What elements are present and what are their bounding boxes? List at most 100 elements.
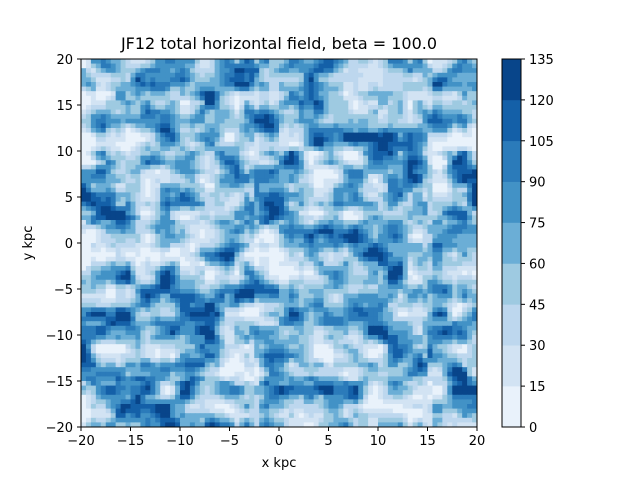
contour-cell <box>175 325 181 331</box>
contour-cell <box>189 146 196 152</box>
contour-cell <box>90 210 97 216</box>
contour-cell <box>343 252 349 258</box>
contour-cell <box>328 86 335 92</box>
contour-cell <box>298 123 305 129</box>
contour-cell <box>81 137 87 143</box>
contour-cell <box>115 114 122 120</box>
contour-cell <box>298 95 305 101</box>
contour-cell <box>392 312 399 318</box>
contour-cell <box>175 137 181 143</box>
contour-cell <box>90 252 97 258</box>
contour-cell <box>457 132 463 138</box>
contour-cell <box>204 164 211 170</box>
contour-cell <box>234 118 240 124</box>
contour-cell <box>348 72 354 78</box>
contour-cell <box>437 247 443 253</box>
contour-cell <box>363 160 369 166</box>
contour-cell <box>457 72 463 78</box>
contour-cell <box>209 151 216 157</box>
contour-cell <box>140 160 146 166</box>
contour-cell <box>397 155 404 161</box>
contour-cell <box>81 192 87 198</box>
contour-cell <box>175 330 181 336</box>
contour-cell <box>219 289 226 295</box>
contour-cell <box>224 201 231 207</box>
contour-cell <box>318 118 325 124</box>
contour-cell <box>155 59 161 65</box>
contour-cell <box>382 330 389 336</box>
contour-cell <box>249 266 255 272</box>
contour-cell <box>234 183 240 189</box>
contour-cell <box>209 339 216 345</box>
contour-cell <box>417 270 424 276</box>
contour-cell <box>145 169 151 175</box>
contour-cell <box>283 325 290 331</box>
contour-cell <box>308 109 315 115</box>
contour-cell <box>229 132 236 138</box>
contour-cell <box>194 307 201 313</box>
contour-cell <box>387 183 394 189</box>
contour-cell <box>175 210 181 216</box>
contour-cell <box>269 118 275 124</box>
contour-cell <box>313 128 320 134</box>
contour-cell <box>353 266 359 272</box>
contour-cell <box>333 307 339 313</box>
contour-cell <box>358 210 364 216</box>
contour-cell <box>328 59 335 65</box>
contour-cell <box>199 128 206 134</box>
contour-cell <box>254 91 260 97</box>
contour-cell <box>412 183 419 189</box>
contour-cell <box>254 215 260 221</box>
contour-cell <box>259 307 265 313</box>
contour-cell <box>363 330 369 336</box>
contour-cell <box>378 105 384 111</box>
contour-cell <box>175 63 181 69</box>
contour-cell <box>412 201 419 207</box>
contour-cell <box>407 118 414 124</box>
contour-cell <box>135 238 141 244</box>
contour-cell <box>298 91 305 97</box>
contour-cell <box>100 316 107 322</box>
contour-cell <box>105 325 112 331</box>
contour-cell <box>204 312 211 318</box>
contour-cell <box>214 229 221 235</box>
contour-cell <box>457 206 463 212</box>
contour-cell <box>160 330 166 336</box>
contour-cell <box>130 132 137 138</box>
contour-cell <box>165 243 171 249</box>
contour-cell <box>204 233 211 239</box>
contour-cell <box>194 339 201 345</box>
contour-cell <box>165 63 171 69</box>
contour-cell <box>115 141 122 147</box>
contour-cell <box>81 229 87 235</box>
contour-cell <box>100 169 107 175</box>
contour-cell <box>130 224 137 230</box>
contour-cell <box>279 118 285 124</box>
contour-cell <box>150 160 156 166</box>
contour-cell <box>432 256 438 262</box>
contour-cell <box>353 201 359 207</box>
contour-cell <box>368 59 374 65</box>
contour-cell <box>199 91 206 97</box>
contour-cell <box>180 293 186 299</box>
contour-cell <box>368 238 374 244</box>
contour-cell <box>259 289 265 295</box>
contour-cell <box>239 215 245 221</box>
contour-cell <box>165 284 171 290</box>
contour-cell <box>194 174 201 180</box>
contour-cell <box>239 201 245 207</box>
contour-cell <box>234 155 240 161</box>
contour-cell <box>184 229 191 235</box>
contour-cell <box>125 215 132 221</box>
contour-cell <box>432 233 438 239</box>
contour-cell <box>343 114 349 120</box>
contour-cell <box>95 293 102 299</box>
contour-cell <box>283 118 290 124</box>
contour-cell <box>303 243 310 249</box>
contour-cell <box>170 302 176 308</box>
contour-cell <box>462 91 468 97</box>
contour-cell <box>333 178 339 184</box>
contour-cell <box>318 335 325 341</box>
contour-cell <box>125 289 132 295</box>
contour-cell <box>467 72 473 78</box>
